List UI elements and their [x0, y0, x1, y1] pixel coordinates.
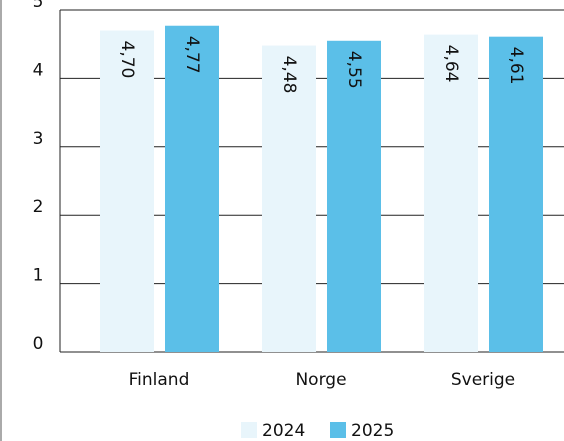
bar — [424, 34, 478, 353]
legend-swatch — [330, 422, 346, 438]
x-tick-label: Sverige — [451, 370, 515, 390]
value-label: 4,48 — [279, 56, 299, 94]
value-label: 4,64 — [441, 45, 461, 83]
y-tick-label: 3 — [33, 129, 44, 149]
bar — [100, 30, 154, 353]
bar — [165, 25, 219, 353]
legend-label: 2025 — [351, 421, 394, 441]
y-tick-label: 5 — [33, 0, 44, 12]
bar — [262, 45, 316, 353]
x-tick-label: Finland — [129, 370, 190, 390]
y-tick-label: 1 — [33, 266, 44, 286]
x-tick-label: Norge — [295, 370, 346, 390]
legend-swatch — [241, 422, 257, 438]
value-label: 4,70 — [117, 41, 137, 79]
y-tick-label: 4 — [33, 60, 44, 80]
bar — [327, 40, 381, 352]
y-tick-label: 2 — [33, 197, 44, 217]
legend-label: 2024 — [262, 421, 305, 441]
bar — [489, 36, 543, 353]
value-label: 4,55 — [344, 51, 364, 89]
value-label: 4,77 — [182, 36, 202, 74]
value-label: 4,61 — [506, 47, 526, 85]
y-tick-label: 0 — [33, 334, 44, 354]
